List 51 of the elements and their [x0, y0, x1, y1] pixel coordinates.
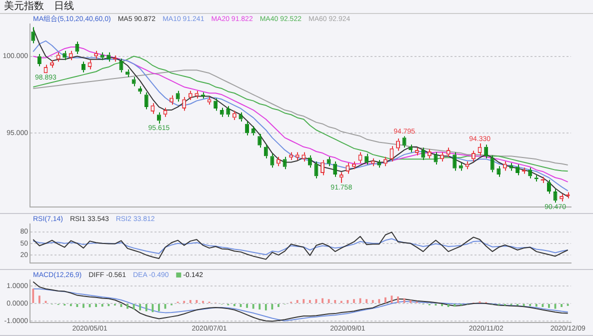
candlestick [188, 90, 192, 101]
candlestick [50, 60, 54, 68]
candlestick [465, 160, 470, 170]
candlestick [320, 159, 324, 176]
candlestick [132, 76, 136, 87]
candlestick [478, 142, 482, 156]
candlestick [75, 41, 80, 54]
candlestick [220, 107, 224, 118]
candlestick [346, 162, 350, 174]
candlestick [390, 146, 394, 162]
candlestick [126, 68, 130, 78]
candlestick [194, 90, 199, 100]
candlestick [182, 96, 186, 112]
chart-subtitle: 日线 [54, 1, 74, 12]
candlestick [251, 126, 256, 136]
candlestick [484, 144, 488, 159]
candlestick [560, 193, 564, 202]
candlestick [119, 58, 124, 73]
candlestick [339, 172, 344, 184]
candlestick [302, 152, 306, 162]
candlestick [245, 121, 250, 136]
candlestick [352, 160, 356, 170]
candlestick [37, 53, 42, 67]
candlestick [446, 147, 450, 158]
candlestick [402, 136, 406, 148]
chart-title: 美元指数 [4, 1, 44, 12]
candlestick [408, 144, 413, 153]
candlestick [440, 152, 444, 162]
candlestick [214, 98, 218, 112]
candlestick [414, 147, 419, 156]
candlestick [553, 188, 558, 204]
candlestick [31, 26, 36, 44]
candlestick [44, 64, 48, 74]
candlestick [226, 106, 230, 118]
candlestick [289, 152, 294, 160]
candlestick [264, 144, 268, 159]
candlestick [207, 96, 212, 106]
candlestick [502, 160, 507, 172]
candlestick [295, 152, 300, 160]
candlestick [138, 86, 142, 94]
candlestick [458, 162, 463, 172]
candlestick [377, 159, 382, 168]
candlestick [421, 147, 426, 160]
candlestick [333, 160, 338, 178]
candlestick [144, 92, 148, 110]
candlestick [314, 160, 318, 179]
candlestick [496, 166, 501, 178]
candlestick [150, 102, 155, 114]
candlestick [427, 148, 432, 159]
candlestick [232, 110, 236, 121]
candlestick [528, 167, 532, 179]
